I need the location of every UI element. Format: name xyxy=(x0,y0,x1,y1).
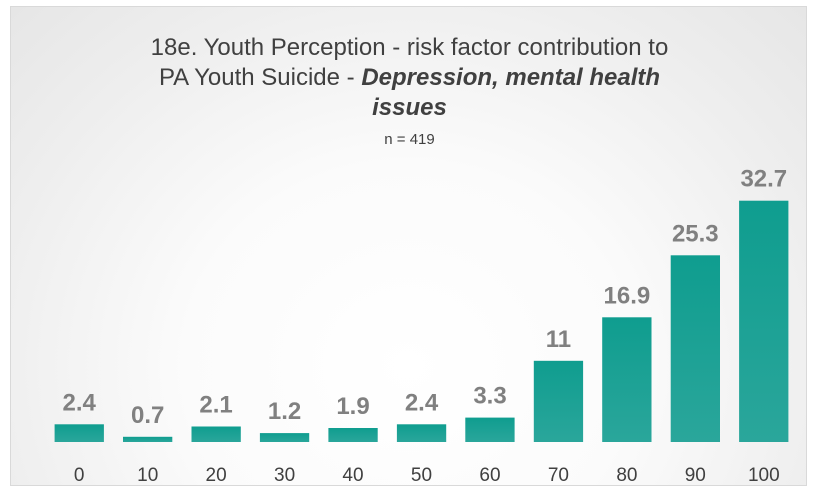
data-labels: 2.4 0.7 2.1 1.2 1.9 2.4 3.3 11 16.9 25.3 32.7 xyxy=(63,166,788,429)
bar-10 xyxy=(123,436,173,442)
bar-40 xyxy=(328,428,378,442)
x-tick-90: 90 xyxy=(685,465,706,486)
data-label-20: 2.1 xyxy=(199,392,232,419)
chart-title-plain: PA Youth Suicide - xyxy=(158,64,362,91)
data-label-80: 16.9 xyxy=(604,282,651,309)
bar-20 xyxy=(191,426,241,442)
data-label-40: 1.9 xyxy=(336,393,369,420)
chart-title-line-1: 18e. Youth Perception - risk factor cont… xyxy=(150,34,669,61)
x-tick-70: 70 xyxy=(548,465,569,486)
data-label-70: 11 xyxy=(546,326,571,353)
bar-series xyxy=(54,200,789,442)
data-label-10: 0.7 xyxy=(131,402,164,429)
chart-frame: 18e. Youth Perception - risk factor cont… xyxy=(10,6,807,486)
bar-80 xyxy=(602,317,652,442)
x-tick-80: 80 xyxy=(616,465,637,486)
x-tick-20: 20 xyxy=(206,465,227,486)
data-label-0: 2.4 xyxy=(63,389,97,416)
bar-70 xyxy=(533,360,584,442)
bar-30 xyxy=(259,433,310,442)
x-tick-50: 50 xyxy=(411,465,432,486)
x-tick-0: 0 xyxy=(74,465,85,486)
data-label-60: 3.3 xyxy=(473,383,506,410)
x-tick-10: 10 xyxy=(137,465,158,486)
data-label-30: 1.2 xyxy=(268,398,301,425)
chart-title-emphasis: Depression, mental health xyxy=(361,64,661,91)
bar-100 xyxy=(739,200,789,442)
bar-50 xyxy=(396,424,447,442)
chart-title-line-3: issues xyxy=(372,94,447,121)
bar-60 xyxy=(465,417,515,442)
data-label-90: 25.3 xyxy=(672,220,719,247)
bar-chart: 2.4 0.7 2.1 1.2 1.9 2.4 3.3 11 16.9 25.3 32.7 0 10 2… xyxy=(54,166,789,486)
x-tick-30: 30 xyxy=(274,465,295,486)
data-label-50: 2.4 xyxy=(405,389,439,416)
x-tick-60: 60 xyxy=(479,465,500,486)
chart-title-line-2: PA Youth Suicide - Depression, mental he… xyxy=(11,63,806,93)
x-tick-40: 40 xyxy=(342,465,363,486)
bar-0 xyxy=(54,424,104,442)
bar-90 xyxy=(670,255,720,442)
x-tick-100: 100 xyxy=(748,465,780,486)
chart-title: 18e. Youth Perception - risk factor cont… xyxy=(11,33,806,123)
data-label-100: 32.7 xyxy=(740,166,787,193)
x-axis-tick-labels: 0 10 20 30 40 50 60 70 80 90 100 xyxy=(74,465,780,486)
chart-subtitle: n = 419 xyxy=(384,131,435,148)
